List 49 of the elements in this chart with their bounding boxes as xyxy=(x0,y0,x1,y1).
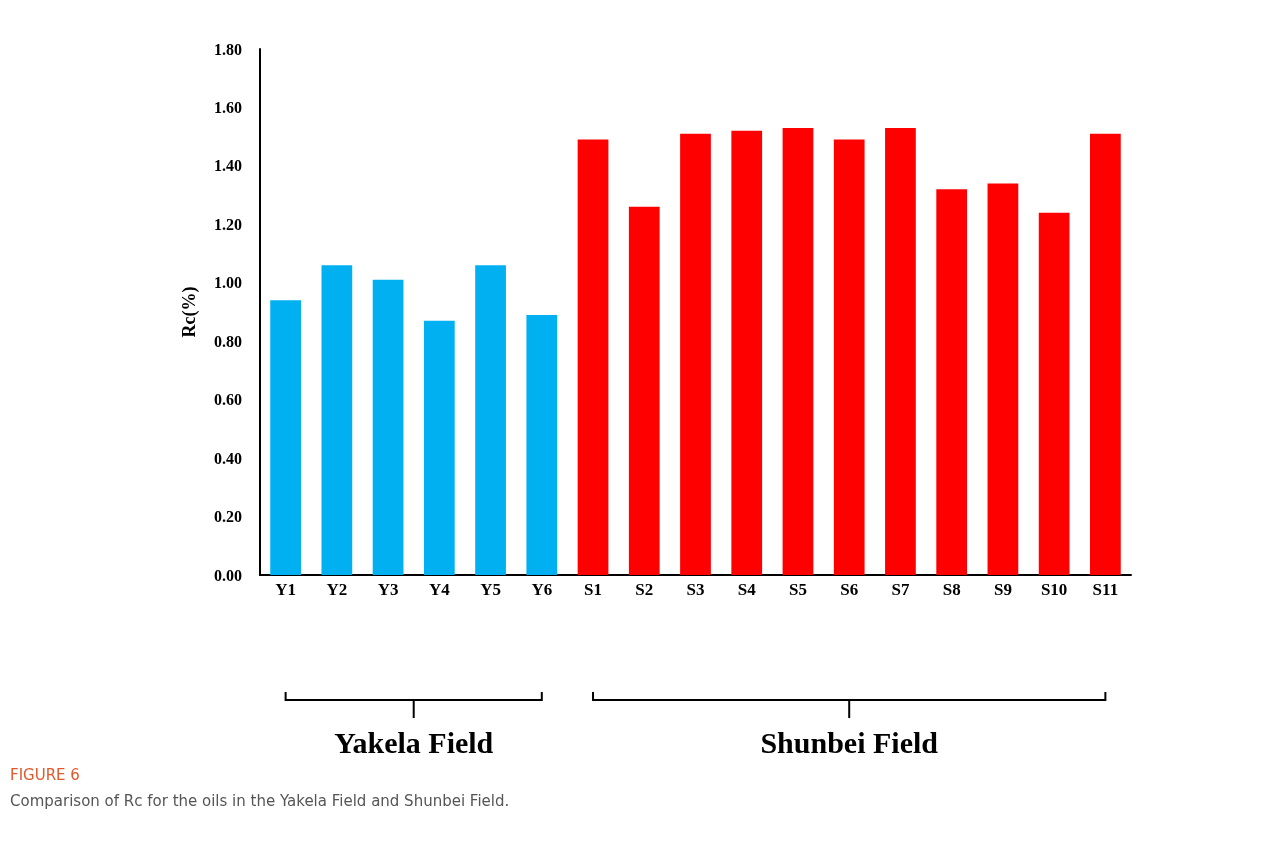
y-tick-label: 0.40 xyxy=(214,449,242,467)
x-tick-label: Y3 xyxy=(377,580,399,599)
bar xyxy=(577,139,609,575)
x-tick-label: S3 xyxy=(686,580,705,599)
y-tick-label: 1.60 xyxy=(214,98,242,116)
x-tick-label: S1 xyxy=(584,580,603,599)
bar xyxy=(372,279,404,575)
bar xyxy=(936,189,968,575)
bar xyxy=(680,133,711,575)
y-tick-label: 0.20 xyxy=(214,508,242,526)
bar xyxy=(423,320,455,575)
y-tick-label: 1.80 xyxy=(214,40,242,58)
bar xyxy=(475,265,506,575)
bar xyxy=(526,314,558,575)
y-tick-label: 1.00 xyxy=(214,274,242,292)
x-tick-label: S2 xyxy=(635,580,654,599)
text: Shunbei Field xyxy=(760,725,939,759)
bar xyxy=(270,300,301,575)
bar xyxy=(782,127,814,575)
text: Comparison of Rc for the oils in the Yakela Field and Shunbei Field. xyxy=(10,792,511,810)
text: Yakela Field xyxy=(334,725,494,759)
y-tick-label: 0.60 xyxy=(214,391,242,409)
bar xyxy=(833,139,865,575)
x-tick-label: S6 xyxy=(840,580,859,599)
x-tick-label: Y5 xyxy=(480,580,501,599)
bar xyxy=(1038,212,1070,575)
y-tick-label: 1.20 xyxy=(214,215,242,233)
x-tick-label: S11 xyxy=(1092,580,1119,599)
y-tick-label: 0.80 xyxy=(214,332,242,350)
x-tick-label: S8 xyxy=(942,580,961,599)
bar xyxy=(885,127,916,575)
x-tick-label: S9 xyxy=(993,580,1012,599)
x-tick-label: Y6 xyxy=(531,580,553,599)
bar xyxy=(731,130,763,575)
x-tick-label: Y2 xyxy=(326,580,348,599)
text: FIGURE 6 xyxy=(10,766,81,784)
y-tick-label: 1.40 xyxy=(214,157,242,175)
bar xyxy=(321,265,353,575)
x-tick-label: Y1 xyxy=(275,580,297,599)
x-tick-label: S10 xyxy=(1040,580,1068,599)
x-tick-label: S4 xyxy=(737,580,757,599)
bar xyxy=(628,206,660,575)
x-tick-label: S7 xyxy=(891,580,910,599)
x-tick-label: S5 xyxy=(788,580,807,599)
x-tick-label: Y4 xyxy=(428,580,451,599)
bar xyxy=(987,183,1019,575)
bar xyxy=(1090,133,1121,575)
y-tick-label: 0.00 xyxy=(214,566,242,584)
y-axis-title: Rc(%) xyxy=(179,286,200,338)
